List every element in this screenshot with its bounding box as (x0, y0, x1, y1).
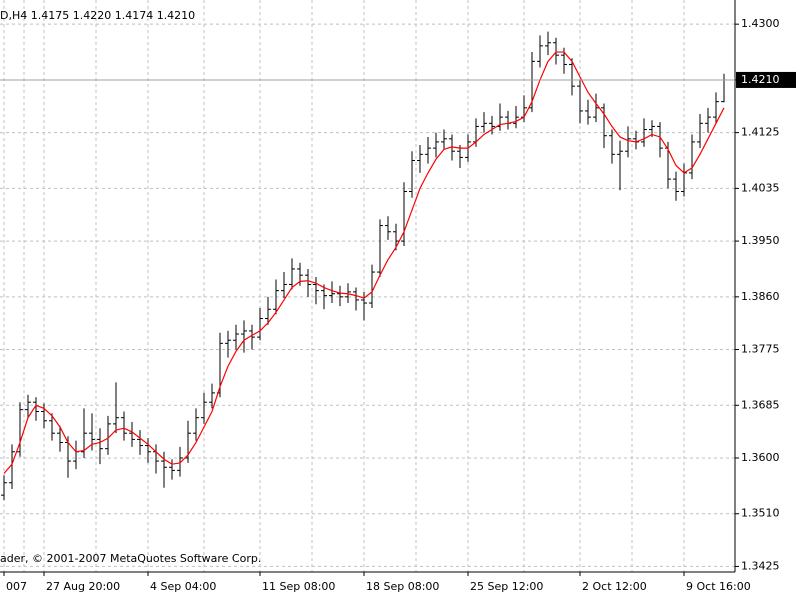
y-tick-label: 1.3775 (741, 343, 780, 356)
y-tick-label: 1.3685 (741, 398, 780, 411)
x-tick-label: 27 Aug 20:00 (46, 580, 120, 593)
y-tick-label: 1.3425 (741, 559, 780, 572)
last-price-label: 1.4210 (741, 73, 780, 86)
x-tick-label: 2 Oct 12:00 (582, 580, 647, 593)
x-tick-label: 25 Sep 12:00 (470, 580, 543, 593)
chart-title: D,H4 1.4175 1.4220 1.4174 1.4210 (0, 9, 195, 22)
bars (1, 31, 727, 501)
x-tick-label: 4 Sep 04:00 (150, 580, 216, 593)
x-tick-label: 007 (6, 580, 27, 593)
x-tick-label: 9 Oct 16:00 (686, 580, 751, 593)
y-tick-label: 1.4125 (741, 126, 780, 139)
last-price-box (736, 71, 796, 88)
copyright: ader, © 2001-2007 MetaQuotes Software Co… (0, 552, 261, 565)
y-tick-label: 1.3950 (741, 234, 780, 247)
y-tick-label: 1.3860 (741, 290, 780, 303)
x-tick-label: 18 Sep 08:00 (366, 580, 439, 593)
x-tick-label: 11 Sep 08:00 (262, 580, 335, 593)
y-tick-label: 1.3600 (741, 451, 780, 464)
y-tick-label: 1.3510 (741, 507, 780, 520)
y-tick-label: 1.4300 (741, 17, 780, 30)
moving-average (3, 51, 725, 474)
y-tick-label: 1.4035 (741, 181, 780, 194)
